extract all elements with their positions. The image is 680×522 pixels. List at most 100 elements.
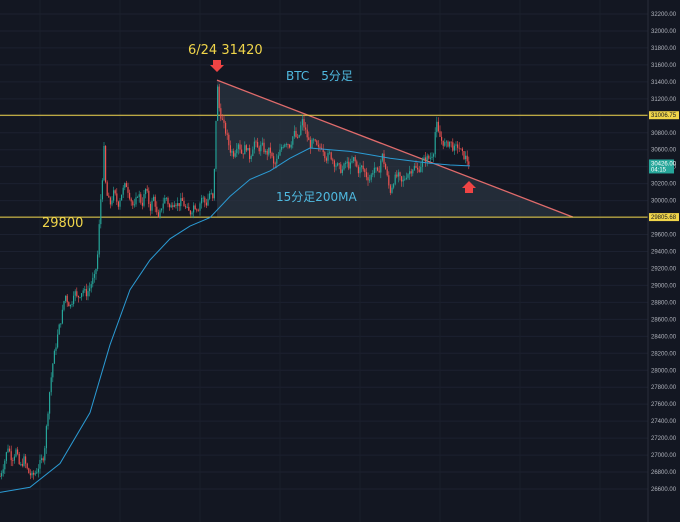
candle-body: [311, 139, 313, 149]
candle-body: [397, 172, 399, 177]
candle-body: [261, 142, 263, 145]
candle-body: [353, 157, 355, 162]
candle-body: [245, 145, 247, 151]
candle-body: [460, 148, 462, 150]
candle-body: [308, 137, 310, 141]
candle-body: [218, 86, 220, 109]
candle-body: [172, 205, 174, 207]
candle-body: [231, 151, 233, 153]
price-tick-label: 31600.00: [651, 63, 677, 69]
candle-body: [106, 182, 108, 196]
candle-body: [167, 197, 169, 205]
candle-body: [52, 363, 54, 378]
candle-body: [42, 458, 44, 461]
candle-body: [303, 119, 305, 128]
candle-body: [402, 179, 404, 182]
candle-body: [61, 309, 63, 324]
candle-body: [399, 172, 401, 177]
candle-body: [228, 134, 230, 146]
price-tick-label: 27000.00: [651, 453, 677, 459]
candle-body: [89, 288, 91, 292]
candle-body: [370, 174, 372, 180]
candle-body: [74, 291, 76, 296]
candle-body: [157, 212, 159, 218]
candle-body: [117, 201, 119, 207]
price-tick-label: 28200.00: [651, 351, 677, 357]
level-price-tag: [649, 111, 679, 120]
candle-body: [85, 289, 87, 297]
candle-body: [68, 302, 70, 307]
candle-body: [7, 448, 9, 453]
candle-body: [140, 194, 142, 203]
candle-body: [57, 334, 59, 348]
candle-body: [279, 149, 281, 156]
candle-body: [317, 144, 319, 147]
price-tick-label: 26800.00: [651, 470, 677, 476]
candle-body: [237, 144, 239, 149]
candle-body: [113, 190, 115, 201]
price-axis[interactable]: 32200.00 32000.00 31800.00 31600.00 31400.00…: [647, 0, 680, 522]
level-price-tag: [649, 213, 679, 222]
candle-body: [393, 184, 395, 188]
candle-body: [217, 86, 219, 121]
candle-body: [90, 284, 92, 289]
candle-body: [356, 161, 358, 167]
candle-body: [138, 194, 140, 197]
candle-body: [177, 203, 179, 206]
candle-body: [29, 473, 31, 476]
candle-body: [9, 448, 11, 452]
candle-body: [124, 183, 126, 188]
candle-body: [162, 203, 164, 209]
candle-body: [17, 449, 19, 454]
candle-body: [409, 171, 411, 175]
candle-body: [351, 161, 353, 163]
annotation-title: BTC 5分足: [286, 69, 353, 83]
candle-body: [266, 150, 268, 155]
price-tick-label: 29600.00: [651, 233, 677, 239]
price-tick-label: 26600.00: [651, 487, 677, 493]
price-tick-label: 30600.00: [651, 148, 677, 154]
candle-body: [153, 196, 155, 201]
candle-body: [383, 153, 385, 165]
candle-body: [196, 209, 198, 211]
candle-body: [274, 163, 276, 165]
candle-body: [33, 472, 35, 475]
candle-body: [0, 476, 1, 478]
candle-body: [207, 198, 209, 206]
candle-body: [101, 180, 103, 200]
candle-body: [343, 163, 345, 170]
level-price-label: 31006.75: [651, 113, 677, 119]
candle-body: [450, 141, 452, 143]
candle-body: [109, 197, 111, 205]
candle-body: [63, 301, 65, 310]
candle-body: [341, 169, 343, 173]
candle-body: [265, 150, 267, 153]
candle-body: [209, 193, 211, 199]
candle-body: [423, 157, 425, 161]
price-axis-background: [648, 0, 680, 522]
candle-body: [133, 204, 135, 206]
candle-body: [365, 172, 367, 178]
candle-body: [205, 202, 207, 206]
candle-body: [223, 119, 225, 123]
candle-body: [465, 155, 467, 160]
candle-body: [204, 197, 206, 203]
candle-body: [309, 140, 311, 149]
candle-body: [338, 163, 340, 165]
candle-body: [269, 147, 271, 153]
candle-body: [92, 277, 94, 285]
candle-body: [194, 205, 196, 210]
candle-body: [253, 141, 255, 150]
candle-body: [149, 203, 151, 211]
candle-body: [1, 473, 3, 477]
price-tick-label: 29000.00: [651, 283, 677, 289]
candle-body: [197, 210, 199, 212]
candle-body: [247, 148, 249, 151]
candle-body: [404, 178, 406, 180]
candle-body: [159, 210, 161, 218]
candle-body: [333, 160, 335, 167]
candle-body: [367, 177, 369, 181]
candle-body: [60, 323, 62, 325]
